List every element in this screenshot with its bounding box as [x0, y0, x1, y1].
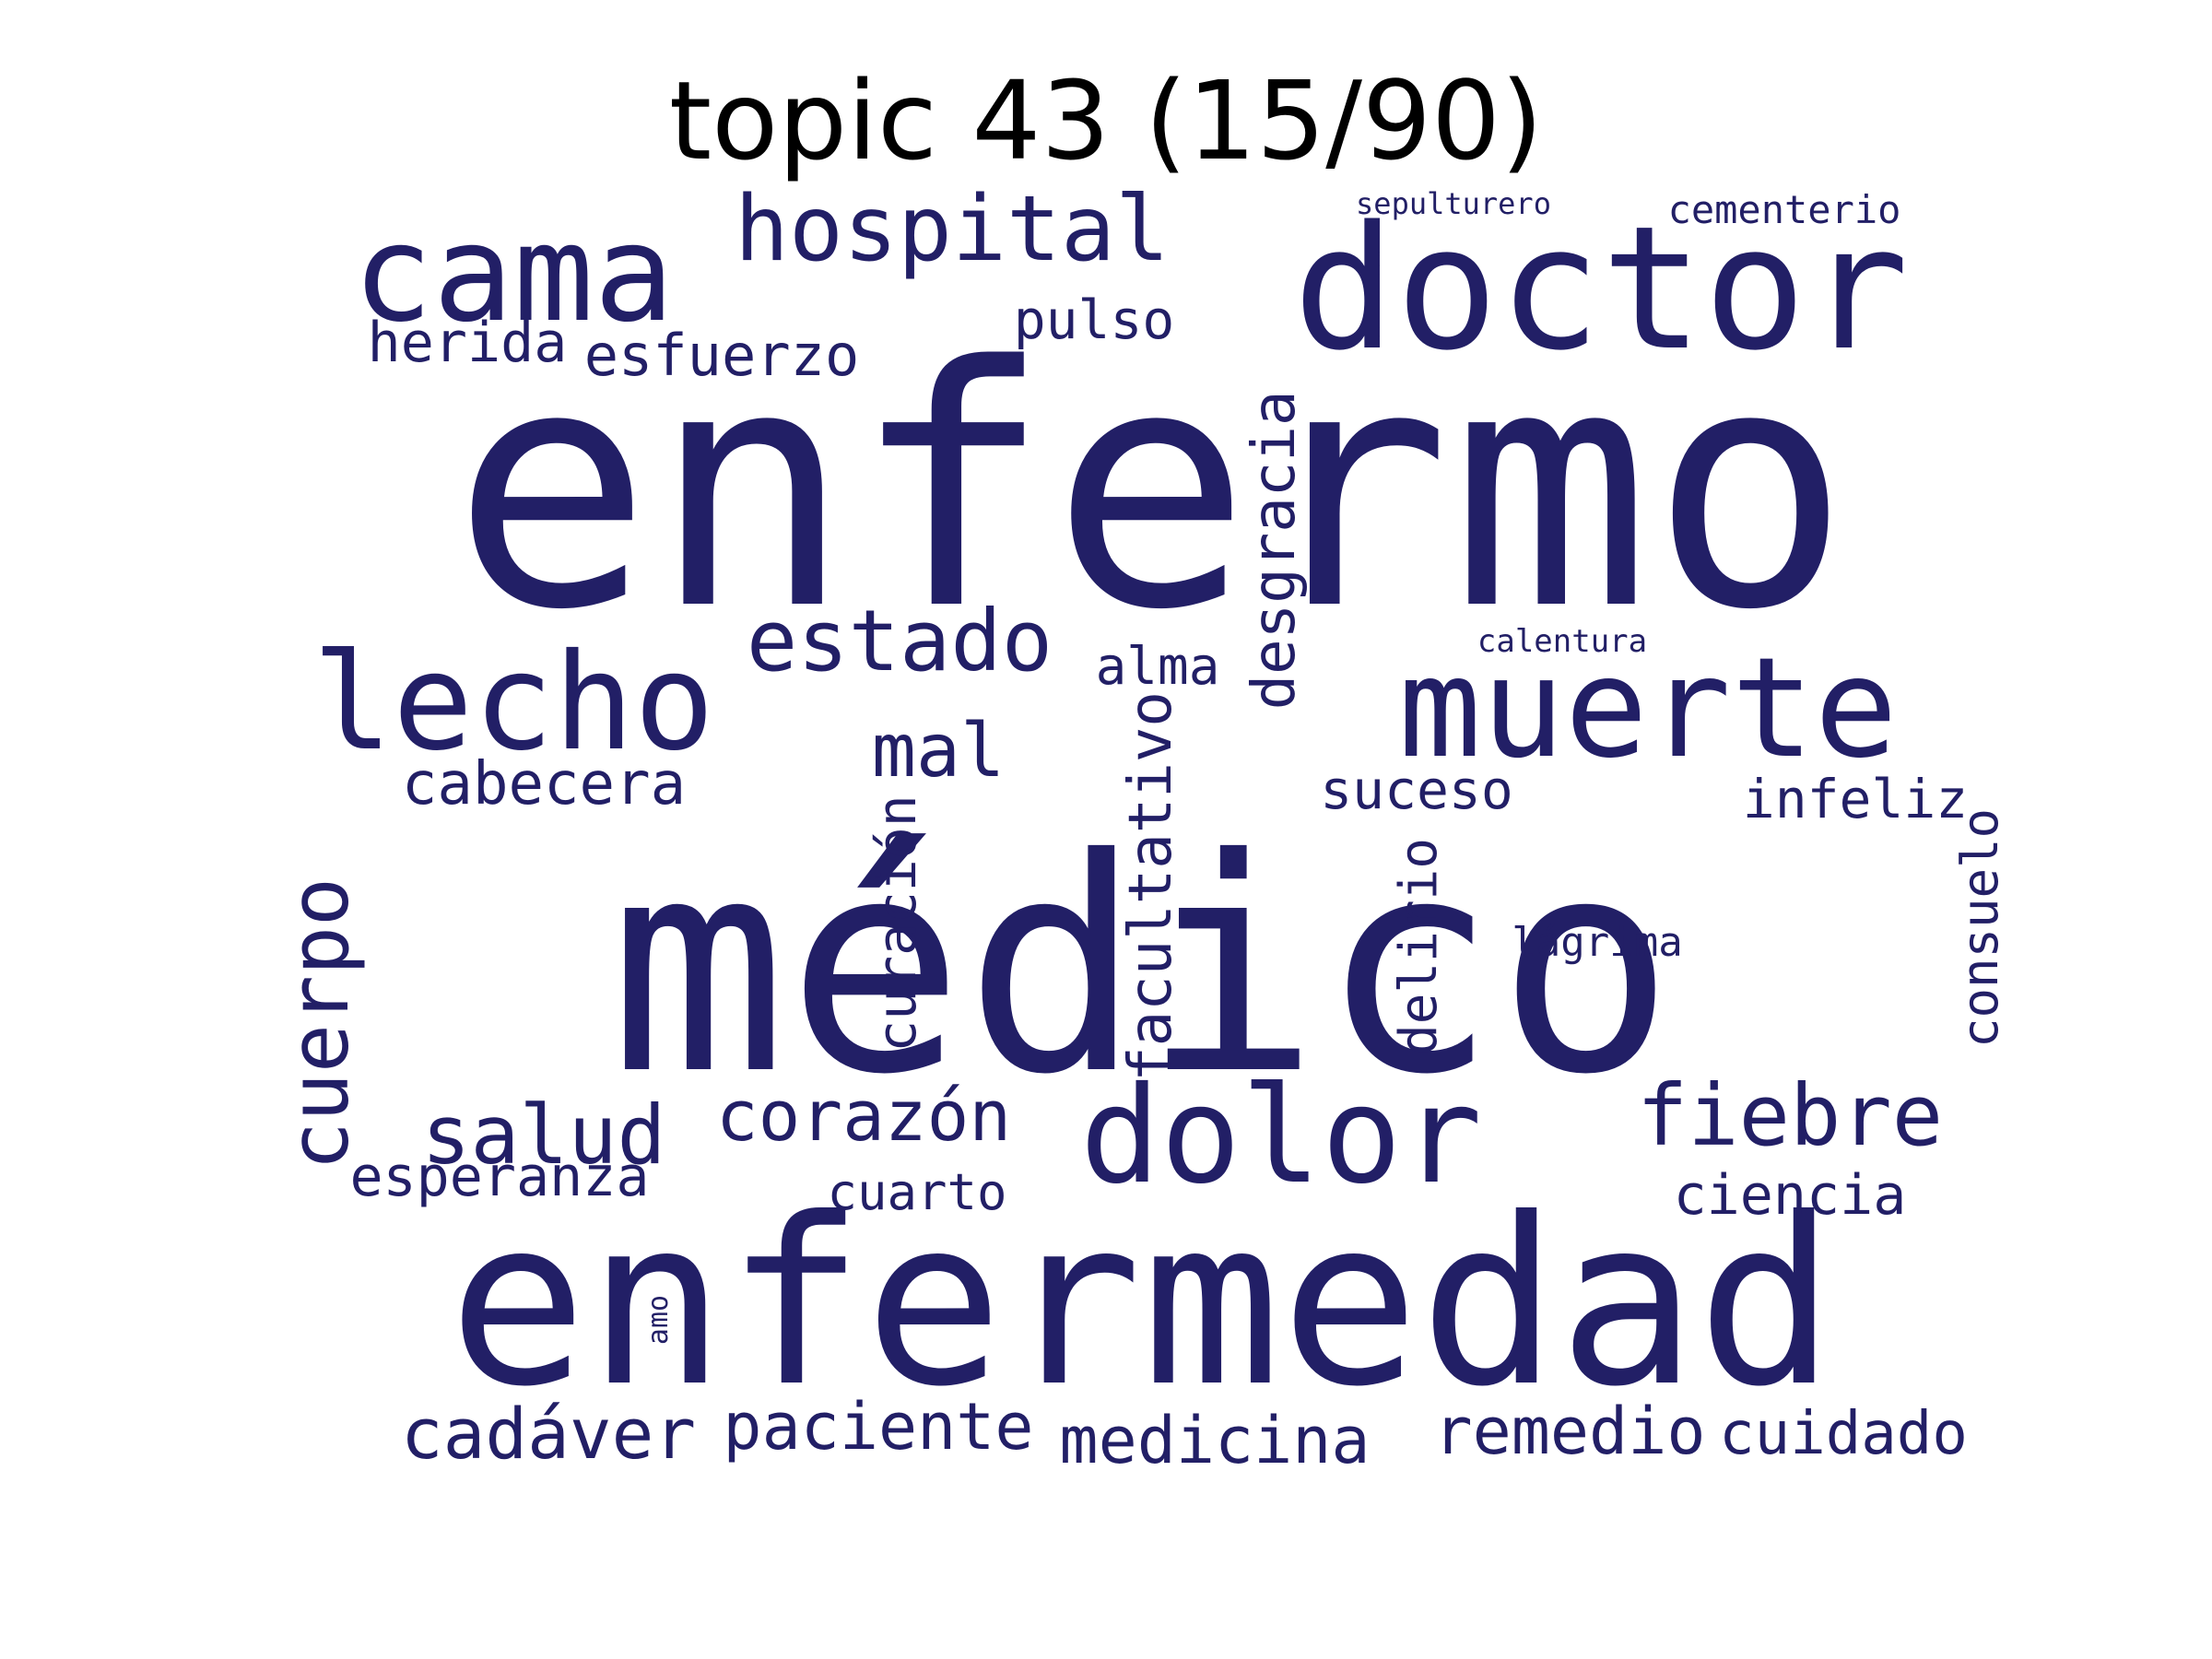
word-consuelo: consuelo: [1951, 808, 2009, 1048]
word-cuarto: cuarto: [827, 1163, 1006, 1221]
word-herida: herida: [368, 311, 568, 375]
word-muerte: muerte: [1398, 629, 1898, 789]
word-doctor: doctor: [1293, 189, 1909, 388]
word-cabecera: cabecera: [402, 750, 686, 818]
word-delirio: delirio: [1389, 838, 1449, 1055]
word-dolor: dolor: [1080, 1058, 1483, 1214]
word-calentura: calentura: [1477, 623, 1647, 660]
word-lágrima: lágrima: [1512, 919, 1682, 966]
word-médico: médico: [609, 796, 1675, 1139]
word-desgracia: desgracia: [1241, 391, 1309, 711]
word-enfermo: enfermo: [452, 296, 1850, 682]
word-salud: salud: [422, 1088, 666, 1182]
word-hospital: hospital: [735, 177, 1170, 282]
word-esperanza: esperanza: [349, 1145, 649, 1209]
word-esfuerzo: esfuerzo: [584, 322, 860, 389]
word-curación: curación: [865, 794, 928, 1052]
word-suceso: suceso: [1320, 759, 1513, 821]
word-sepulturero: sepulturero: [1356, 186, 1551, 221]
word-cementerio: cementerio: [1668, 187, 1901, 232]
word-alma: alma: [1096, 637, 1220, 697]
word-corazón: corazón: [716, 1075, 1011, 1157]
word-ciencia: ciencia: [1674, 1163, 1907, 1228]
word-amo: amo: [642, 1295, 675, 1345]
word-medicina: medicina: [1059, 1403, 1370, 1478]
figure-title: topic 43 (15/90): [668, 57, 1544, 184]
word-fiebre: fiebre: [1637, 1066, 1943, 1165]
word-remedio: remedio: [1433, 1394, 1705, 1469]
word-enfermedad: enfermedad: [448, 1169, 1835, 1437]
word-lecho: lecho: [312, 625, 715, 781]
word-facultativo: facultativo: [1117, 691, 1185, 1082]
word-cuidado: cuidado: [1719, 1400, 1968, 1468]
word-cuerpo: cuerpo: [272, 877, 367, 1171]
word-pulso: pulso: [1014, 288, 1175, 351]
word-estado: estado: [747, 592, 1053, 690]
word-cama: cama: [352, 196, 674, 352]
word-mal: mal: [872, 708, 1006, 794]
word-paciente: paciente: [723, 1389, 1033, 1465]
word-cadáver: cadáver: [401, 1393, 696, 1475]
word-infeliz: infeliz: [1743, 768, 1968, 830]
